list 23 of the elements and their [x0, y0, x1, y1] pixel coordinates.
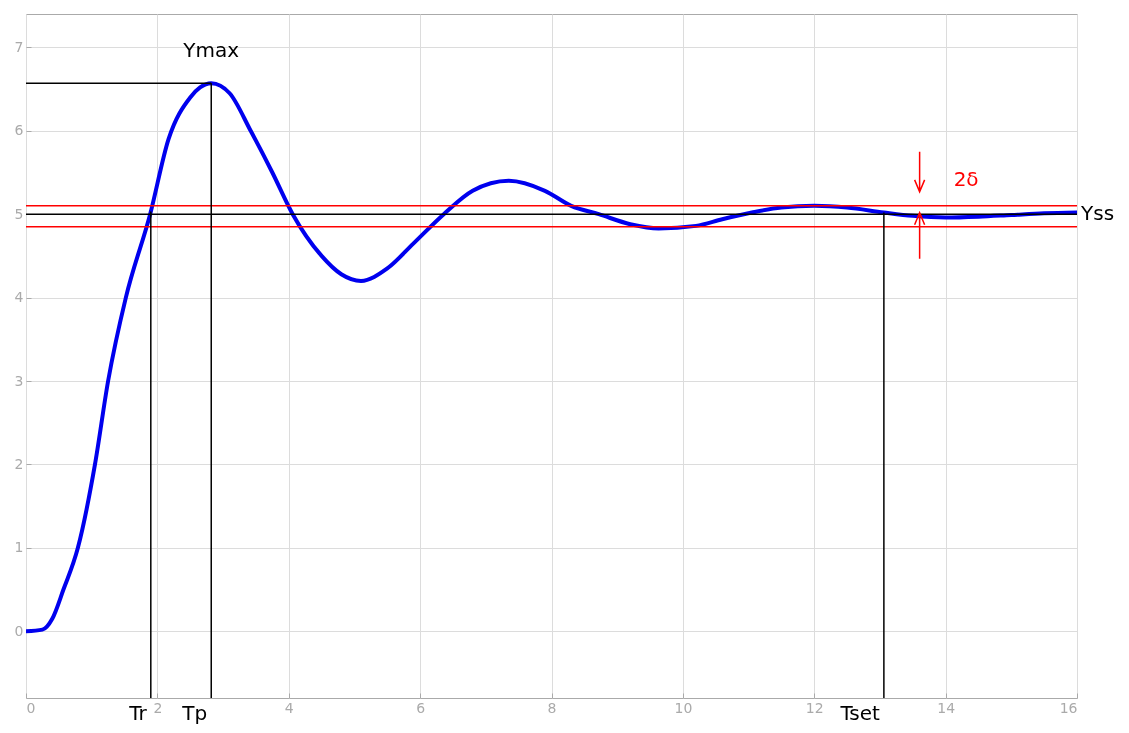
x-tick-label: 14: [937, 699, 956, 716]
ref-line-label: Tr: [128, 701, 148, 725]
y-tick-label: 0: [14, 622, 24, 639]
x-tick-label: 16: [1059, 699, 1078, 716]
ref-line-label: Tset: [839, 701, 881, 725]
x-tick-label: 8: [547, 699, 557, 716]
annotation: Ymax: [182, 38, 240, 63]
y-tick-label: 3: [14, 372, 24, 389]
y-tick-label: 6: [14, 122, 24, 139]
x-tick-label: 6: [416, 699, 426, 716]
x-tick-label: 12: [805, 699, 824, 716]
annotation: 2δ: [953, 166, 979, 191]
y-tick-label: 5: [14, 205, 24, 222]
ref-line-label: Tp: [181, 701, 208, 725]
y-tick-label: 4: [14, 289, 24, 306]
x-tick-label: 10: [674, 699, 693, 716]
y-tick-label: 7: [14, 38, 24, 55]
ref-line-label: Yss: [1080, 201, 1115, 226]
x-tick-label: 2: [153, 699, 163, 716]
y-tick-label: 1: [14, 539, 24, 556]
x-tick-label: 4: [284, 699, 294, 716]
x-tick-label: 0: [26, 699, 36, 716]
y-tick-label: 2: [14, 455, 24, 472]
